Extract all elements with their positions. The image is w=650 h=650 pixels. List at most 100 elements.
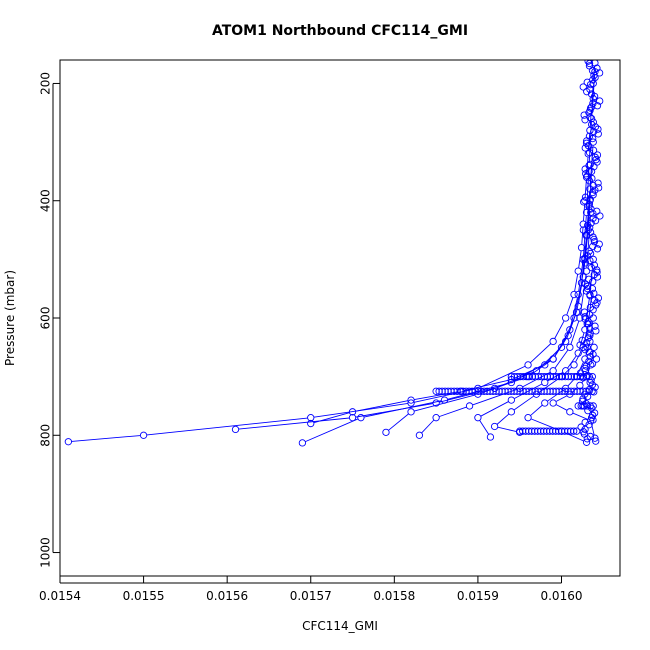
series-line [578,262,584,292]
chart-title: ATOM1 Northbound CFC114_GMI [212,23,468,39]
data-point [465,402,474,410]
data-point [586,224,594,232]
data-point [585,109,593,117]
data-point [585,200,594,208]
data-point [577,243,586,252]
data-point [562,314,570,322]
data-point [588,66,597,75]
data-point [415,431,424,439]
data-point [578,336,586,344]
series-line [414,394,475,412]
data-point [585,275,593,283]
data-point [570,290,578,299]
data-point [139,431,148,439]
data-point [588,120,596,129]
data-point [583,338,591,347]
y-axis-label: Pressure (mbar) [3,270,17,366]
data-point [382,428,390,436]
data-point [566,343,574,351]
data-point [585,348,593,356]
data-point [586,337,594,346]
data-point [581,144,589,152]
data-point [576,314,584,322]
data-point [593,151,602,159]
data-point [585,385,594,394]
data-point [589,99,597,108]
series-line [570,297,578,327]
series-line [421,419,435,434]
data-point [587,361,595,369]
data-point [432,399,440,407]
data-point [562,367,570,375]
data-point [585,310,594,319]
data-point [590,296,599,305]
data-point [486,433,495,441]
series-line [146,417,308,436]
data-point [564,331,572,340]
data-point [594,184,603,192]
data-point [593,273,602,281]
data-point [566,408,574,416]
data-point [586,292,594,300]
series-0 [64,60,599,446]
data-point [570,361,578,369]
x-tick-label: 0.0158 [373,589,415,603]
data-point [591,123,600,131]
data-point [581,367,589,375]
data-point [591,434,599,442]
series-line [566,297,574,316]
series-line [497,426,517,433]
series-line [438,406,467,418]
series-line [547,389,564,402]
data-point [576,341,584,349]
data-point [588,360,597,368]
level-run-1 [432,387,596,395]
series-line [479,420,490,435]
data-point [589,214,597,222]
x-tick-label: 0.0160 [540,589,582,603]
series-line [570,320,580,345]
data-point [586,329,594,337]
series-line [575,349,583,363]
series-line [513,395,535,411]
y-tick-label: 1000 [39,537,53,568]
data-point [580,430,589,438]
plot-area [64,60,604,447]
series-line [564,432,584,442]
data-point [590,235,598,244]
y-tick-label: 400 [39,189,53,212]
data-point [585,177,594,185]
data-point [591,217,600,225]
series-line [514,365,543,379]
series-line [472,388,517,406]
data-point [584,406,592,415]
data-point [591,60,599,67]
series-line [554,338,567,357]
series-line [530,404,543,416]
y-tick-label: 200 [39,72,53,95]
data-point [583,282,592,290]
x-tick-label: 0.0154 [39,589,81,603]
x-tick-label: 0.0159 [457,589,499,603]
data-point [578,397,587,405]
data-point [589,277,597,286]
series-line [355,400,408,412]
series-line [577,361,584,374]
data-point [474,414,482,422]
data-point [507,408,515,416]
data-point [596,212,604,220]
series-line [581,227,584,245]
data-point [583,88,591,96]
series-line [480,401,509,417]
y-tick-label: 600 [39,307,53,330]
data-point [524,414,532,422]
data-point [585,202,593,211]
data-point [586,324,594,333]
series-line [480,365,526,388]
series-line [496,413,510,425]
series-line [555,404,568,411]
series-line [313,412,350,424]
data-point [584,334,593,342]
series-line [530,343,552,364]
